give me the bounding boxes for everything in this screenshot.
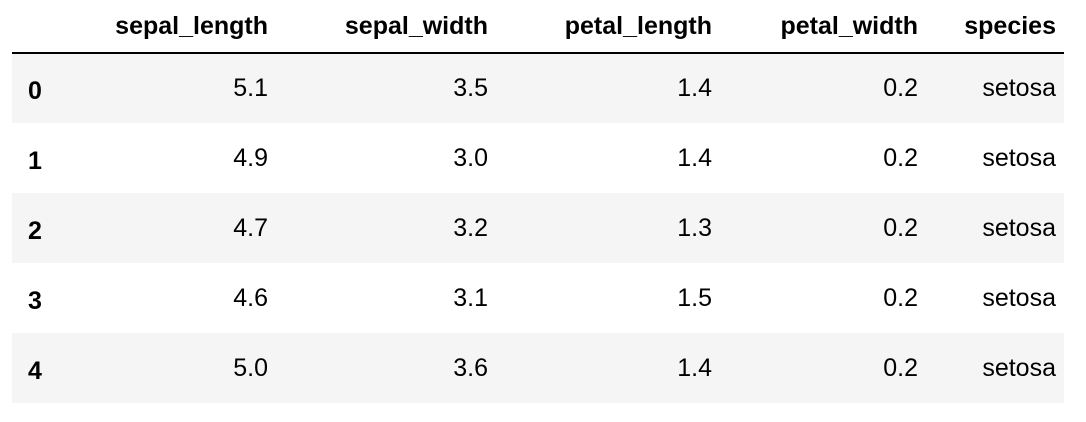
cell-sepal-width: 3.2 — [453, 213, 488, 242]
cell-petal-length: 1.4 — [677, 143, 712, 172]
column-header-sepal-length: sepal_length — [72, 0, 276, 54]
column-header-sepal-width: sepal_width — [276, 0, 496, 54]
table-row: 0 5.1 3.5 1.4 0.2 setosa — [12, 53, 1064, 123]
cell-sepal-width: 3.1 — [453, 283, 488, 312]
table-row: 4 5.0 3.6 1.4 0.2 setosa — [12, 333, 1064, 403]
cell-sepal-length: 4.6 — [233, 283, 268, 312]
cell-species: setosa — [982, 283, 1056, 312]
cell-petal-width: 0.2 — [883, 74, 918, 102]
row-index: 2 — [28, 216, 42, 245]
cell-sepal-length: 4.9 — [233, 143, 268, 172]
column-header-species: species — [926, 0, 1064, 54]
row-index: 0 — [28, 77, 42, 105]
cell-petal-length: 1.5 — [677, 283, 712, 312]
cell-species: setosa — [982, 74, 1056, 102]
cell-sepal-length: 4.7 — [233, 213, 268, 242]
cell-petal-width: 0.2 — [883, 353, 918, 382]
table-row: 2 4.7 3.2 1.3 0.2 setosa — [12, 193, 1064, 263]
column-header-petal-length: petal_length — [496, 0, 720, 54]
cell-sepal-width: 3.0 — [453, 143, 488, 172]
cell-sepal-length: 5.1 — [233, 74, 268, 102]
row-index: 1 — [28, 146, 42, 175]
cell-petal-width: 0.2 — [883, 213, 918, 242]
cell-petal-length: 1.4 — [677, 353, 712, 382]
cell-petal-length: 1.3 — [677, 213, 712, 242]
column-header-petal-width: petal_width — [720, 0, 926, 54]
cell-sepal-width: 3.5 — [453, 74, 488, 102]
cell-species: setosa — [982, 353, 1056, 382]
row-index: 3 — [28, 286, 42, 315]
dataframe-table: sepal_length sepal_width petal_length pe… — [12, 0, 1064, 403]
cell-petal-length: 1.4 — [677, 74, 712, 102]
cell-species: setosa — [982, 213, 1056, 242]
cell-sepal-width: 3.6 — [453, 353, 488, 382]
header-row: sepal_length sepal_width petal_length pe… — [12, 0, 1064, 54]
table-row: 1 4.9 3.0 1.4 0.2 setosa — [12, 123, 1064, 193]
table-body: 0 5.1 3.5 1.4 0.2 setosa 1 4.9 3.0 1.4 0… — [12, 53, 1064, 403]
row-index: 4 — [28, 356, 42, 385]
cell-petal-width: 0.2 — [883, 143, 918, 172]
cell-petal-width: 0.2 — [883, 283, 918, 312]
table-row: 3 4.6 3.1 1.5 0.2 setosa — [12, 263, 1064, 333]
index-header — [12, 0, 72, 54]
cell-species: setosa — [982, 143, 1056, 172]
table-header: sepal_length sepal_width petal_length pe… — [12, 0, 1064, 54]
cell-sepal-length: 5.0 — [233, 353, 268, 382]
